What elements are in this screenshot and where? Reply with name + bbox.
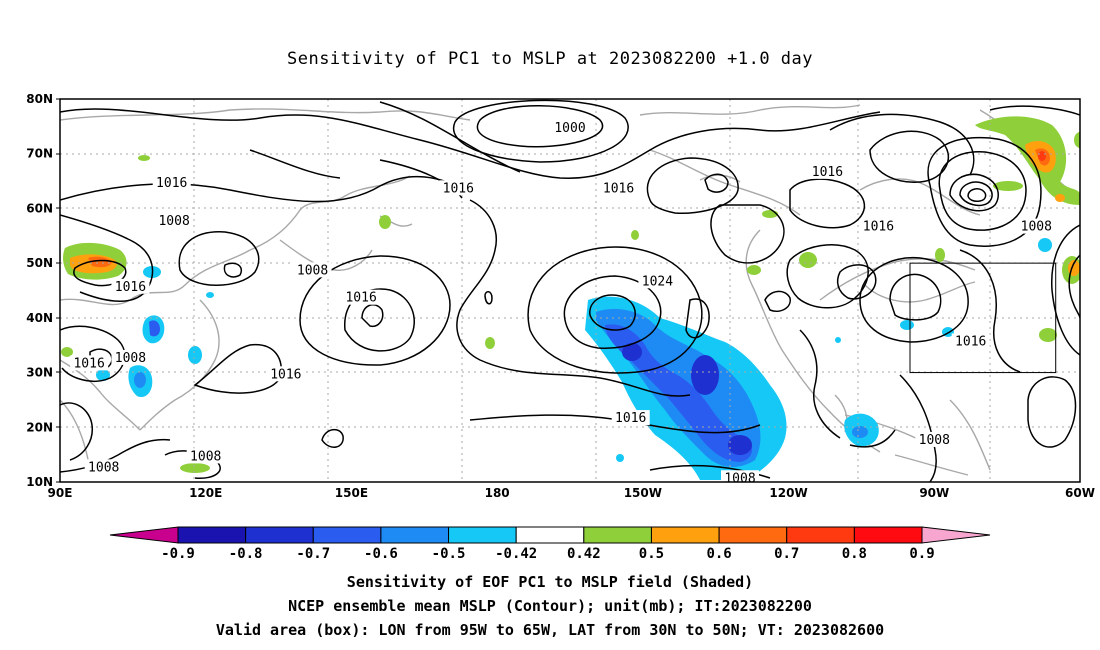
colorbar-label: -0.42 xyxy=(495,546,537,562)
contour-label: 1008 xyxy=(158,214,189,229)
contour-label-bg xyxy=(551,120,589,136)
contour-label-bg xyxy=(342,289,381,305)
colorbar-label: 0.6 xyxy=(706,546,731,562)
colorbar-label: -0.5 xyxy=(432,546,466,562)
contour-label: 1016 xyxy=(603,181,634,196)
lat-label: 50N xyxy=(26,256,53,270)
contour-label: 1016 xyxy=(345,291,376,306)
valid-area-box xyxy=(909,262,1057,374)
contour-label-bg xyxy=(951,333,990,349)
contour-label: 1016 xyxy=(863,220,894,235)
colorbar-swatch xyxy=(786,526,855,544)
colorbar-swatch xyxy=(312,526,382,544)
contour-label: 1016 xyxy=(812,165,843,180)
colorbar-swatch xyxy=(448,526,517,544)
colorbar-swatch xyxy=(515,526,585,544)
lon-label: 150E xyxy=(335,486,368,500)
contour-label: 1008 xyxy=(724,471,755,486)
contour-label-bg xyxy=(266,366,305,382)
longitude-labels: 90E 120E 150E 180 150W 120W 90W 60W xyxy=(48,486,1095,500)
contour-label-bg xyxy=(915,431,954,447)
contour-label-bg xyxy=(1017,218,1056,234)
contour-label: 1008 xyxy=(190,449,221,464)
map-frame xyxy=(59,98,1081,483)
contour-label: 1000 xyxy=(554,121,585,136)
contour-label-bg xyxy=(439,180,478,196)
lon-label: 150W xyxy=(624,486,662,500)
lon-label: 180 xyxy=(485,486,510,500)
colorbar-label: 0.7 xyxy=(774,546,799,562)
colorbar-swatch xyxy=(853,526,923,544)
colorbar: -0.9 -0.8 -0.7 -0.6 -0.5 -0.42 0.42 0.5 0.6 0.7 0.… xyxy=(109,526,991,562)
contour-label-bg xyxy=(152,174,191,190)
contour-label-bg xyxy=(155,213,194,229)
contour-label-bg xyxy=(611,410,650,426)
lat-label: 70N xyxy=(26,147,53,161)
contour-label: 1016 xyxy=(443,181,474,196)
contour-label-bg xyxy=(111,278,150,294)
colorbar-label: -0.6 xyxy=(364,546,398,562)
lat-label: 10N xyxy=(26,475,53,489)
contour-label: 1016 xyxy=(73,356,104,371)
colorbar-label: -0.9 xyxy=(161,546,195,562)
contour-label-bg xyxy=(808,163,847,179)
colorbar-swatch xyxy=(109,526,179,544)
colorbar-label: -0.7 xyxy=(296,546,330,562)
contour-label-bg xyxy=(70,355,109,371)
colorbar-swatch xyxy=(177,526,247,544)
mslp-contours xyxy=(60,99,1080,482)
contour-label-bg xyxy=(599,180,638,196)
contour-label: 1008 xyxy=(919,433,950,448)
chart-title: Sensitivity of PC1 to MSLP at 2023082200… xyxy=(286,49,813,69)
colorbar-label: 0.5 xyxy=(639,546,664,562)
graticule xyxy=(60,99,1080,482)
colorbar-swatch xyxy=(650,526,720,544)
contour-label-bg xyxy=(186,448,225,464)
lon-label: 120W xyxy=(769,486,807,500)
contour-label: 1016 xyxy=(156,176,187,191)
contour-labels: 1000 1016 1016 1016 1016 1008 1016 1008 1008 1024… xyxy=(70,120,1056,486)
colorbar-label: 0.9 xyxy=(909,546,934,562)
contour-label: 1016 xyxy=(615,411,646,426)
contour-label: 1024 xyxy=(642,274,673,289)
contour-label-bg xyxy=(859,218,898,234)
colorbar-swatch xyxy=(718,526,788,544)
caption-line-3: Valid area (box): LON from 95W to 65W, L… xyxy=(215,621,885,639)
axis-ticks xyxy=(56,98,60,483)
lat-label: 80N xyxy=(26,92,53,106)
contour-label: 1016 xyxy=(115,280,146,295)
lat-label: 40N xyxy=(26,311,53,325)
contour-label: 1008 xyxy=(1021,220,1052,235)
caption-line-1: Sensitivity of EOF PC1 to MSLP field (Sh… xyxy=(346,573,754,591)
contour-label: 1016 xyxy=(270,367,301,382)
colorbar-swatch xyxy=(921,526,991,544)
caption-line-2: NCEP ensemble mean MSLP (Contour); unit(… xyxy=(288,597,812,615)
colorbar-label: -0.8 xyxy=(229,546,263,562)
lon-label: 120E xyxy=(189,486,222,500)
lon-label: 60W xyxy=(1065,486,1095,500)
colorbar-swatch xyxy=(583,526,652,544)
latitude-labels: 80N 70N 60N 50N 40N 30N 20N 10N xyxy=(26,92,53,489)
lat-label: 30N xyxy=(26,366,53,380)
contour-label-bg xyxy=(638,273,677,289)
contour-label-bg xyxy=(721,470,759,482)
contour-label-bg xyxy=(111,349,150,365)
colorbar-label: 0.42 xyxy=(567,546,601,562)
lon-label: 90E xyxy=(48,486,73,500)
contour-label: 1008 xyxy=(115,351,146,366)
colorbar-swatch xyxy=(245,526,314,544)
colorbar-label: 0.8 xyxy=(842,546,867,562)
contour-label: 1016 xyxy=(955,334,986,349)
contour-label-bg xyxy=(84,459,123,475)
lon-label: 90W xyxy=(919,486,949,500)
lat-label: 60N xyxy=(26,201,53,215)
colorbar-swatch xyxy=(380,526,450,544)
contour-label-bg xyxy=(293,262,332,278)
contour-label: 1008 xyxy=(297,263,328,278)
lat-label: 20N xyxy=(26,420,53,434)
contour-label: 1008 xyxy=(88,460,119,475)
